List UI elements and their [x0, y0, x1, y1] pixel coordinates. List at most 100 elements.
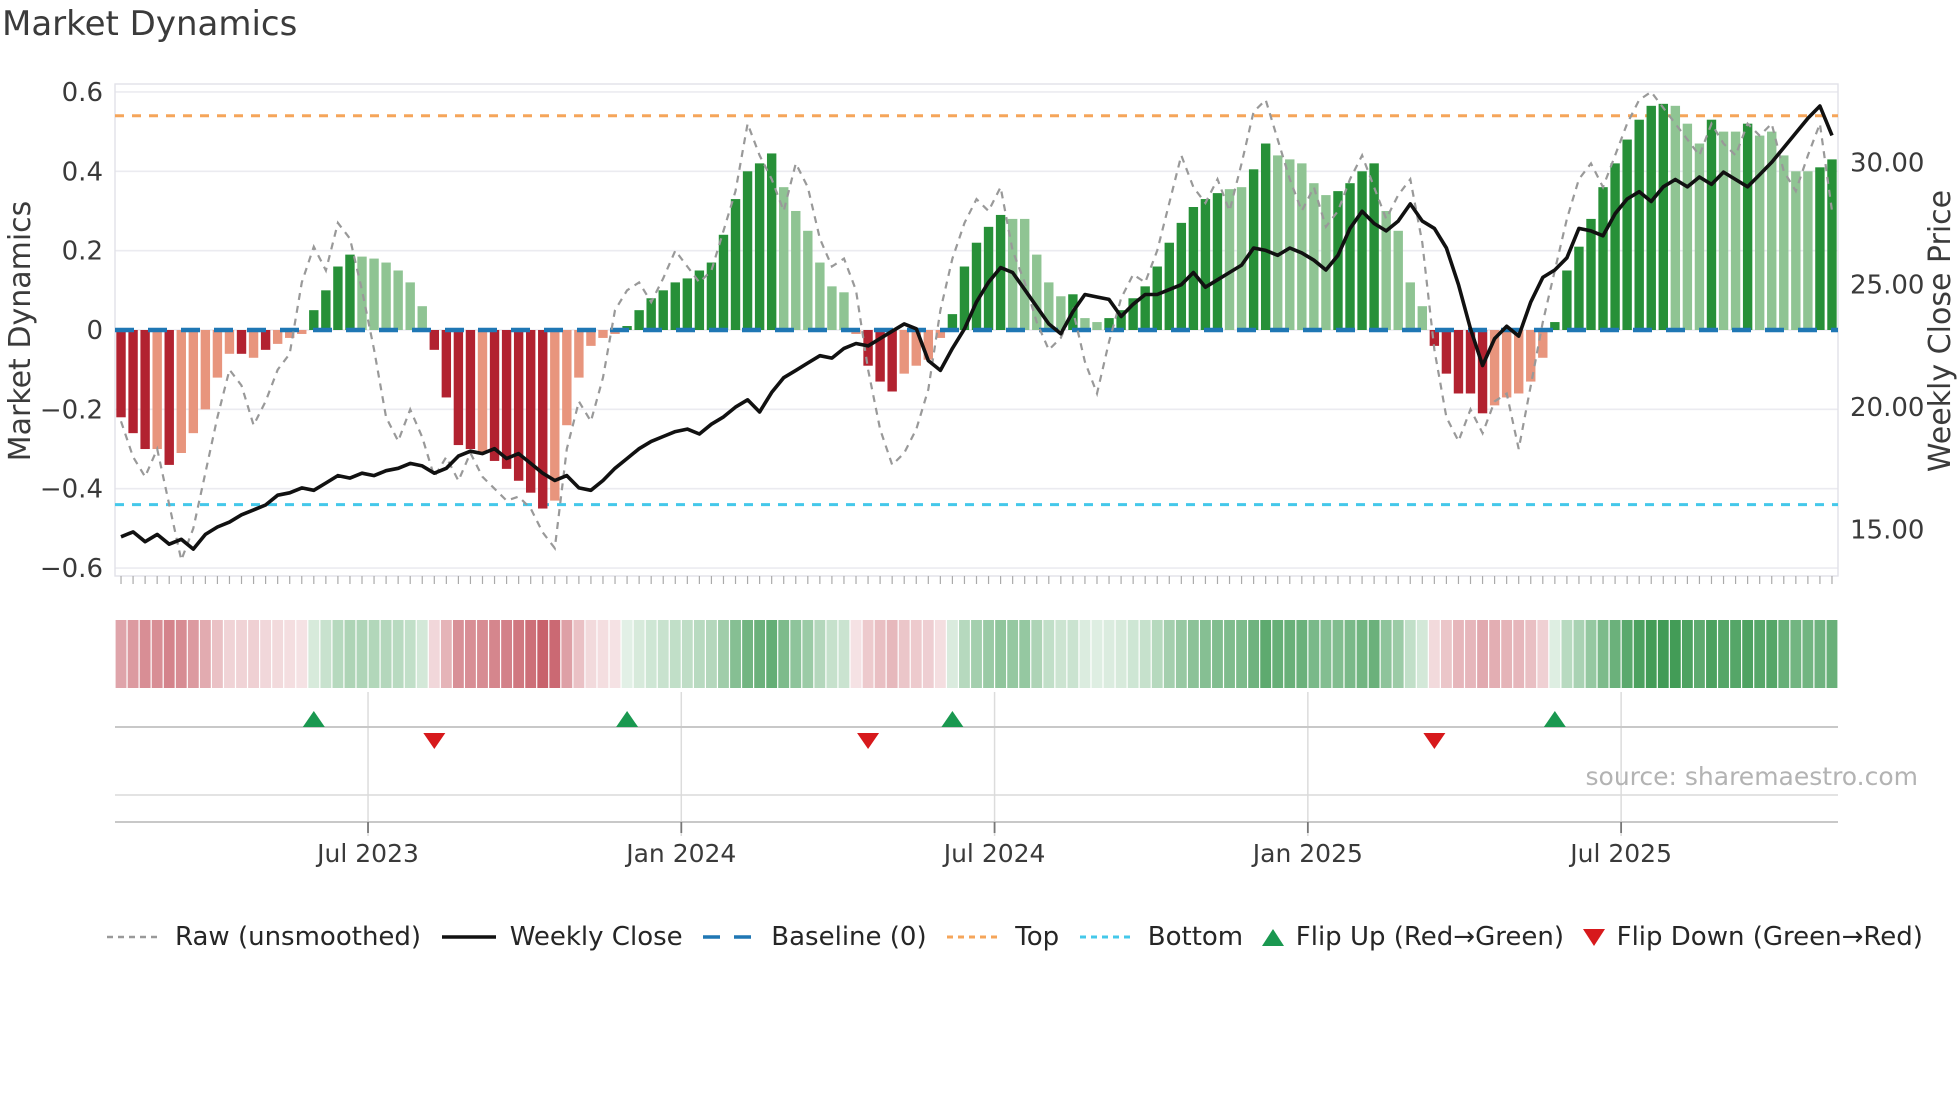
- heatmap-cell: [597, 620, 609, 688]
- oscillator-bar: [538, 330, 548, 509]
- heatmap-cell: [1212, 620, 1223, 688]
- heatmap-cell: [1007, 620, 1019, 688]
- oscillator-bar: [1526, 330, 1536, 382]
- heatmap-cell: [1163, 620, 1175, 688]
- heatmap-cell: [1513, 620, 1525, 688]
- heatmap-cell: [296, 620, 308, 688]
- legend-item-top: Top: [945, 922, 1059, 952]
- oscillator-bar: [176, 330, 186, 453]
- heatmap-cell: [1103, 620, 1115, 688]
- heatmap-cell: [1380, 620, 1392, 688]
- heatmap-cell: [1284, 620, 1296, 688]
- legend-label-flip-up: Flip Up (Red→Green): [1295, 922, 1564, 952]
- heatmap-cell: [236, 620, 247, 688]
- oscillator-bar: [1718, 131, 1729, 330]
- oscillator-bar: [1357, 171, 1367, 330]
- oscillator-bar: [863, 330, 873, 366]
- legend-label-top: Top: [1015, 922, 1060, 952]
- oscillator-bar: [1333, 191, 1343, 330]
- oscillator-bar: [489, 330, 500, 461]
- heatmap-cell: [657, 620, 669, 688]
- oscillator-bar: [1562, 270, 1572, 330]
- heatmap-cell: [1440, 620, 1452, 688]
- heatmap-cell: [995, 620, 1007, 688]
- oscillator-bar: [1044, 282, 1054, 330]
- heatmap-cell: [862, 620, 874, 688]
- heatmap-cell: [706, 620, 717, 688]
- heatmap-cell: [1344, 620, 1356, 688]
- heatmap-cell: [1537, 620, 1549, 688]
- oscillator-bar: [1441, 330, 1452, 374]
- x-tick-label: Jul 2025: [1568, 839, 1672, 868]
- heatmap-cell: [1477, 620, 1488, 688]
- flip-down-marker: [1423, 733, 1446, 749]
- heatmap-cell: [983, 620, 994, 688]
- heatmap-cell: [1368, 620, 1380, 688]
- heatmap-cell: [802, 620, 814, 688]
- oscillator-bar: [1321, 195, 1331, 330]
- heatmap-cell: [1428, 620, 1440, 688]
- oscillator-bar: [1297, 163, 1307, 330]
- oscillator-bar: [1405, 282, 1415, 330]
- oscillator-bar: [1019, 218, 1030, 330]
- raw-line: [119, 90, 1834, 564]
- oscillator-bar: [1273, 155, 1283, 330]
- legend-item-raw: Raw (unsmoothed): [105, 922, 421, 952]
- oscillator-bar: [200, 330, 211, 410]
- oscillator-bar: [128, 330, 138, 434]
- y-left-tick-label: 0.4: [62, 157, 103, 187]
- oscillator-bar: [682, 278, 693, 330]
- heatmap-cell: [175, 620, 187, 688]
- oscillator-bar: [899, 330, 909, 374]
- heatmap-cell: [1573, 620, 1585, 688]
- top-line-swatch-icon: [947, 935, 1002, 939]
- heatmap-cell: [1416, 620, 1428, 688]
- oscillator-bar: [272, 330, 283, 344]
- oscillator-bar: [983, 226, 994, 330]
- oscillator-bar: [887, 330, 897, 392]
- oscillator-bar: [574, 330, 584, 378]
- oscillator-bar: [670, 282, 680, 330]
- heatmap-cell: [1718, 620, 1729, 688]
- oscillator-bar: [550, 330, 560, 501]
- flip-up-marker: [1543, 711, 1566, 727]
- oscillator-bar: [116, 330, 126, 418]
- y-left-tick-label: −0.4: [40, 475, 103, 505]
- heatmap-cell: [1175, 620, 1187, 688]
- oscillator-bar: [393, 270, 403, 330]
- heatmap-cell: [790, 620, 802, 688]
- raw-line-swatch-icon: [107, 935, 161, 939]
- oscillator-bar: [1742, 123, 1753, 330]
- oscillator-bar: [1236, 187, 1247, 330]
- heatmap-cell: [272, 620, 284, 688]
- heatmap-cell: [513, 620, 525, 688]
- heatmap-cell: [1079, 620, 1091, 688]
- oscillator-bar: [1574, 246, 1584, 330]
- heatmap-cell: [730, 620, 741, 688]
- heatmap-cell: [320, 620, 332, 688]
- y-left-tick-label: 0.2: [62, 237, 103, 267]
- heatmap-cell: [1043, 620, 1055, 688]
- oscillator-bar: [1140, 286, 1150, 330]
- oscillator-bar: [1224, 189, 1235, 330]
- oscillator-bar: [1116, 310, 1126, 330]
- heatmap-cell: [1730, 620, 1742, 688]
- heatmap-cell: [452, 620, 464, 688]
- heatmap-cell: [1633, 620, 1645, 688]
- heatmap-cell: [766, 620, 778, 688]
- heatmap-cell: [1392, 620, 1404, 688]
- heatmap-cell: [669, 620, 681, 688]
- legend: Raw (unsmoothed) Weekly Close Baseline (…: [105, 922, 1923, 952]
- oscillator-bar: [718, 234, 729, 330]
- oscillator-bar: [1646, 105, 1656, 331]
- oscillator-bar: [188, 330, 199, 434]
- heatmap-cell: [163, 620, 175, 688]
- flip-up-triangle-icon: [1261, 928, 1284, 946]
- heatmap-cell: [826, 620, 838, 688]
- oscillator-bar: [1706, 119, 1717, 330]
- oscillator-bar: [164, 330, 174, 465]
- oscillator-bar: [1658, 103, 1668, 330]
- bottom-line-swatch-icon: [1079, 935, 1134, 939]
- legend-label-flip-down: Flip Down (Green→Red): [1616, 922, 1923, 952]
